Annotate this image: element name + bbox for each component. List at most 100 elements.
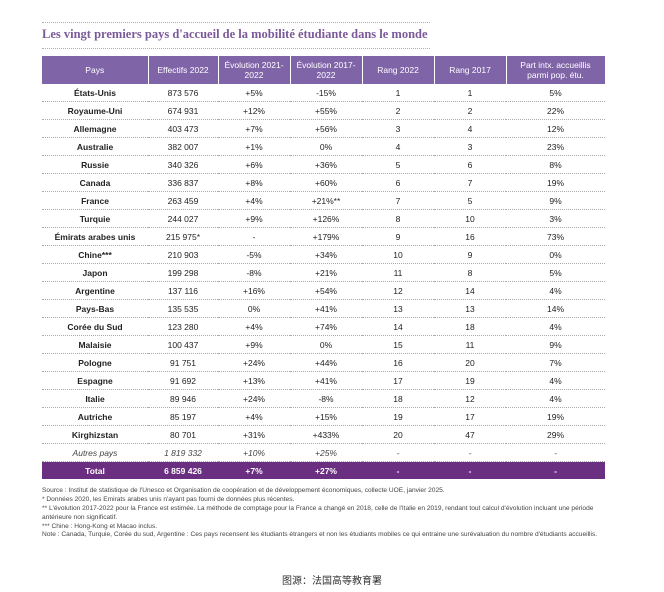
table-row: Autres pays 1 819 332 +10% +25% - - - (42, 443, 605, 462)
header-cell: Effectifs 2022 (148, 56, 219, 84)
footnote: Source : Institut de statistique de l'Un… (42, 487, 445, 494)
cell: +74% (290, 317, 362, 336)
cell: Turquie (42, 209, 148, 228)
cell: 12% (506, 119, 605, 138)
cell: +36% (290, 155, 362, 174)
header-cell: Évolution 2021-2022 (218, 56, 291, 84)
table-row: Autriche 85 197 +4% +15% 19 17 19% (42, 407, 605, 426)
cell: +54% (290, 281, 362, 300)
cell: 19% (506, 407, 605, 426)
cell: 8 (362, 209, 434, 228)
footnote: ** L'évolution 2017-2022 pour la France … (42, 504, 594, 521)
cell: 13 (434, 299, 506, 318)
header-cell: Pays (42, 56, 149, 84)
table-row: Japon 199 298 -8% +21% 11 8 5% (42, 263, 605, 282)
table-row: Argentine 137 116 +16% +54% 12 14 4% (42, 281, 605, 300)
cell: - (434, 461, 506, 479)
cell: 0% (290, 137, 362, 156)
cell: Pologne (42, 353, 148, 372)
cell: +31% (218, 425, 290, 444)
cell: +21%** (290, 191, 362, 210)
cell: 4% (506, 317, 605, 336)
cell: 6 (362, 173, 434, 192)
cell: - (362, 443, 434, 462)
cell: 19 (362, 407, 434, 426)
cell: 14 (362, 317, 434, 336)
cell: 9 (434, 245, 506, 264)
caption: 图源：法国高等教育署 (282, 576, 382, 587)
table-row: Chine*** 210 903 -5% +34% 10 9 0% (42, 245, 605, 264)
cell: 8 (434, 263, 506, 282)
title: Les vingt premiers pays d'accueil de la … (42, 22, 430, 49)
cell: Argentine (42, 281, 148, 300)
cell: Japon (42, 263, 148, 282)
footnote: *** Chine : Hong-Kong et Macao inclus. (42, 522, 158, 530)
cell: 20 (434, 353, 506, 372)
cell: 14% (506, 299, 605, 318)
cell: Autres pays (42, 443, 148, 462)
cell: 7% (506, 353, 605, 372)
cell: Corée du Sud (42, 317, 148, 336)
cell: +8% (218, 173, 290, 192)
cell: 123 280 (148, 317, 218, 336)
cell: 11 (362, 263, 434, 282)
cell: 10 (434, 209, 506, 228)
cell: Malaisie (42, 335, 148, 354)
cell: 135 535 (148, 299, 218, 318)
cell: - (434, 443, 506, 462)
cell: +179% (290, 227, 362, 246)
cell: Italie (42, 389, 148, 408)
cell: +4% (218, 407, 290, 426)
table-row: Émirats arabes unis 215 975* - +179% 9 16 73% (42, 227, 605, 246)
cell: 85 197 (148, 407, 218, 426)
cell: 3% (506, 209, 605, 228)
cell: 13 (362, 299, 434, 318)
cell: 3 (362, 119, 434, 138)
cell: Canada (42, 173, 148, 192)
cell: 10 (362, 245, 434, 264)
cell: 73% (506, 227, 605, 246)
cell: 1 (434, 84, 506, 102)
footnote: * Données 2020, les Emirats arabes unis … (42, 495, 295, 503)
header-cell: Évolution 2017-2022 (290, 56, 363, 84)
cell: +55% (290, 101, 362, 120)
cell: +4% (218, 317, 290, 336)
cell: 7 (362, 191, 434, 210)
cell: 16 (434, 227, 506, 246)
cell: +60% (290, 173, 362, 192)
cell: 5 (362, 155, 434, 174)
table-row: Turquie 244 027 +9% +126% 8 10 3% (42, 209, 605, 228)
cell: 7 (434, 173, 506, 192)
table-body: États-Unis 873 576 +5% -15% 1 1 5% Royaume-Uni 6… (42, 84, 605, 479)
table-row: Australie 382 007 +1% 0% 4 3 23% (42, 137, 605, 156)
cell: 8% (506, 155, 605, 174)
cell: 340 326 (148, 155, 218, 174)
table-row: Malaisie 100 437 +9% 0% 15 11 9% (42, 335, 605, 354)
cell: +27% (290, 461, 362, 479)
cell: 89 946 (148, 389, 218, 408)
cell: +9% (218, 335, 290, 354)
cell: 12 (362, 281, 434, 300)
table-row: Italie 89 946 +24% -8% 18 12 4% (42, 389, 605, 408)
cell: 1 (362, 84, 434, 102)
cell: Allemagne (42, 119, 148, 138)
cell: -15% (290, 84, 362, 102)
cell: 91 692 (148, 371, 218, 390)
cell: 0% (506, 245, 605, 264)
cell: +24% (218, 353, 290, 372)
cell: -8% (218, 263, 290, 282)
cell: 3 (434, 137, 506, 156)
table-row: Russie 340 326 +6% +36% 5 6 8% (42, 155, 605, 174)
footnote: Note : Canada, Turquie, Corée du sud, Ar… (42, 531, 598, 539)
cell: Kirghizstan (42, 425, 148, 444)
cell: 17 (434, 407, 506, 426)
cell: 1 819 332 (148, 443, 218, 462)
cell: 100 437 (148, 335, 218, 354)
cell: 9% (506, 191, 605, 210)
table-row: Kirghizstan 80 701 +31% +433% 20 47 29% (42, 425, 605, 444)
cell: 674 931 (148, 101, 218, 120)
cell: +1% (218, 137, 290, 156)
header-cell: Rang 2022 (362, 56, 435, 84)
cell: Émirats arabes unis (42, 227, 148, 246)
